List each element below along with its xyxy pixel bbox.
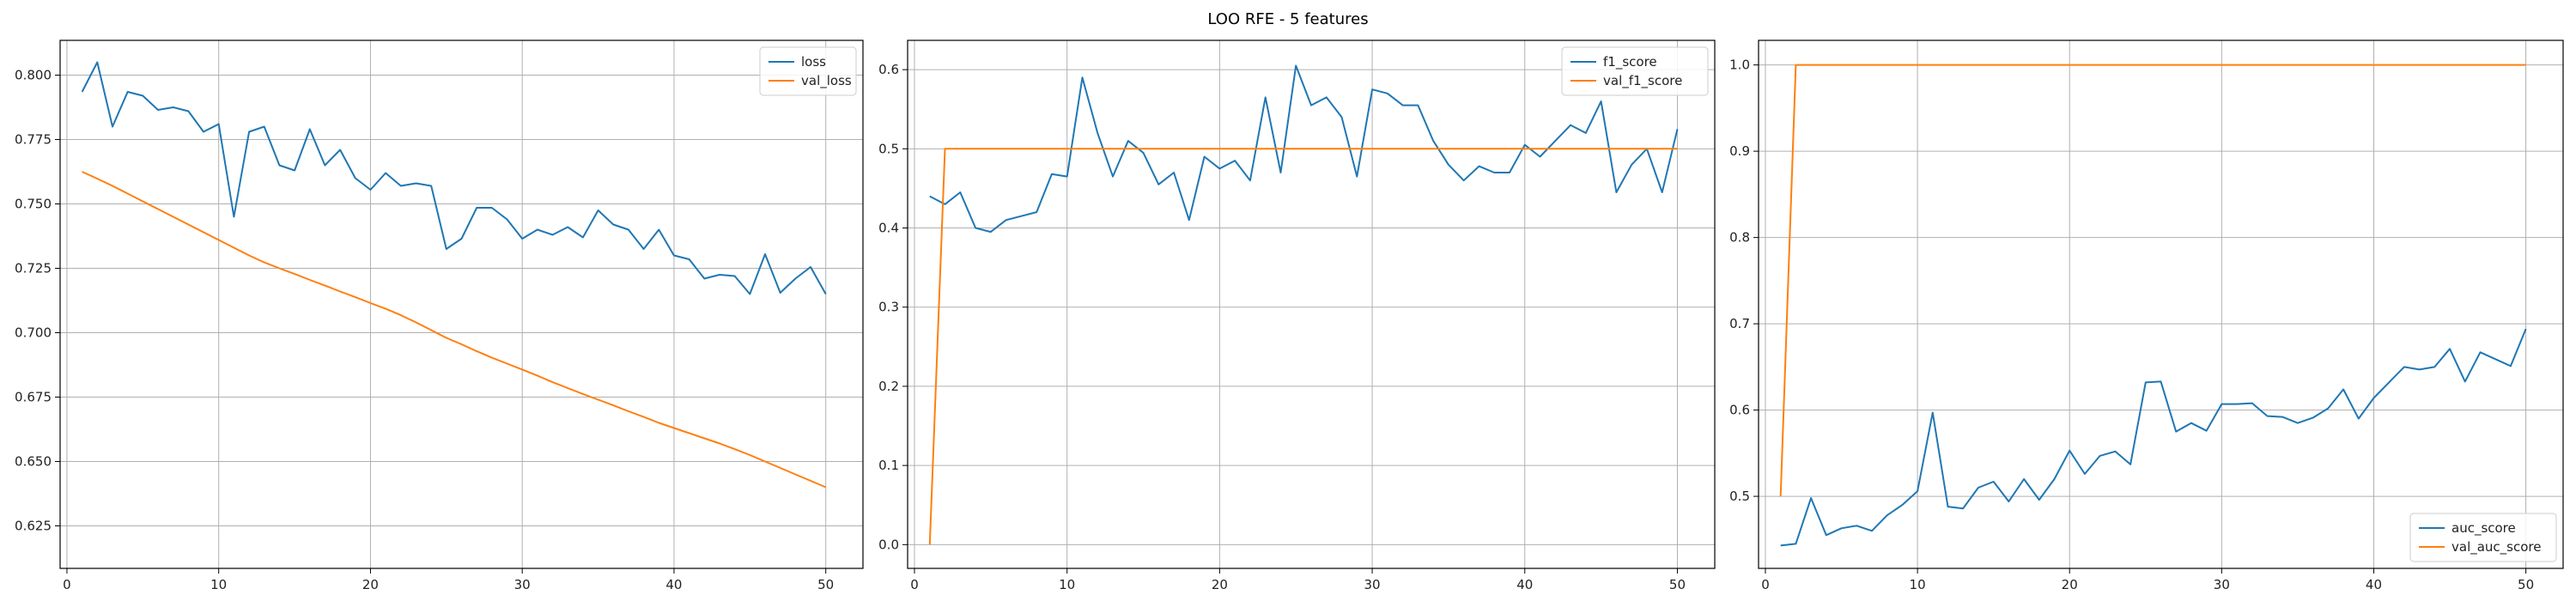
legend-label: val_loss xyxy=(801,73,852,89)
legend-label: f1_score xyxy=(1603,54,1657,70)
plot-frame xyxy=(1758,39,2564,569)
x-tick-label: 30 xyxy=(2214,577,2230,592)
y-tick-label: 0.4 xyxy=(878,221,899,236)
x-tick-label: 0 xyxy=(1761,577,1770,592)
y-tick-label: 0.6 xyxy=(878,62,899,77)
y-tick-label: 0.625 xyxy=(15,519,52,534)
series-line-val_f1_score xyxy=(928,148,1678,545)
legend: f1_score val_f1_score xyxy=(1561,46,1709,96)
x-tick-label: 30 xyxy=(1364,577,1381,592)
y-tick-label: 0.800 xyxy=(15,68,52,83)
y-tick-label: 0.9 xyxy=(1729,143,1750,159)
legend-label: loss xyxy=(801,54,826,70)
y-tick-label: 0.2 xyxy=(878,379,899,394)
legend: loss val_loss xyxy=(759,46,857,96)
y-tick-label: 0.7 xyxy=(1729,316,1750,331)
x-tick-label: 50 xyxy=(1669,577,1686,592)
x-tick-label: 20 xyxy=(1212,577,1228,592)
legend-box xyxy=(1561,46,1709,96)
series-line-f1_score xyxy=(929,64,1679,234)
plot-frame xyxy=(907,39,1716,569)
legend: auc_score val_auc_score xyxy=(2409,513,2557,562)
legend-box xyxy=(2409,513,2557,562)
series-line-loss xyxy=(81,61,827,295)
y-tick-label: 1.0 xyxy=(1729,58,1750,73)
series-line-auc_score xyxy=(1780,328,2527,547)
x-tick-label: 20 xyxy=(2062,577,2078,592)
x-tick-label: 40 xyxy=(2366,577,2382,592)
x-tick-label: 10 xyxy=(1910,577,1926,592)
x-tick-label: 0 xyxy=(63,577,71,592)
y-tick-label: 0.0 xyxy=(878,537,899,552)
series-line-val_auc_score xyxy=(1779,64,2526,497)
y-tick-label: 0.8 xyxy=(1729,230,1750,246)
chart-panel-3: 0 10 20 30 40 50 0.5 0.6 0.7 0.8 0.9 1.0 auc_scoreva… xyxy=(1729,39,2564,592)
y-tick-label: 0.1 xyxy=(878,458,899,473)
x-tick-label: 50 xyxy=(2518,577,2534,592)
x-tick-label: 30 xyxy=(514,577,531,592)
chart-panel-2: 0 10 20 30 40 50 0.0 0.1 0.2 0.3 0.4 0.5 0.6 f1_score… xyxy=(878,39,1716,592)
y-tick-label: 0.750 xyxy=(15,197,52,212)
legend-label: val_f1_score xyxy=(1603,73,1682,89)
legend-label: auc_score xyxy=(2451,520,2516,537)
x-tick-label: 10 xyxy=(210,577,227,592)
legend-box xyxy=(759,46,857,96)
x-tick-label: 10 xyxy=(1059,577,1075,592)
y-tick-label: 0.775 xyxy=(15,132,52,148)
figure-title: LOO RFE - 5 features xyxy=(1207,10,1368,28)
x-tick-label: 50 xyxy=(817,577,834,592)
x-tick-label: 40 xyxy=(665,577,682,592)
chart-panel-1: 0 10 20 30 40 50 0.625 0.650 0.675 0.700 0.725 0.75… xyxy=(15,39,864,592)
y-tick-label: 0.3 xyxy=(878,300,899,315)
x-tick-label: 0 xyxy=(910,577,919,592)
y-tick-label: 0.650 xyxy=(15,454,52,470)
x-tick-label: 20 xyxy=(362,577,379,592)
x-tick-label: 40 xyxy=(1516,577,1533,592)
y-tick-label: 0.700 xyxy=(15,325,52,341)
y-tick-label: 0.675 xyxy=(15,390,52,405)
y-tick-label: 0.725 xyxy=(15,261,52,276)
legend-label: val_auc_score xyxy=(2451,539,2542,555)
plot-frame xyxy=(59,39,864,569)
y-tick-label: 0.5 xyxy=(878,141,899,156)
series-line-val_loss xyxy=(82,171,827,489)
y-tick-label: 0.6 xyxy=(1729,403,1750,418)
y-tick-label: 0.5 xyxy=(1729,489,1750,504)
